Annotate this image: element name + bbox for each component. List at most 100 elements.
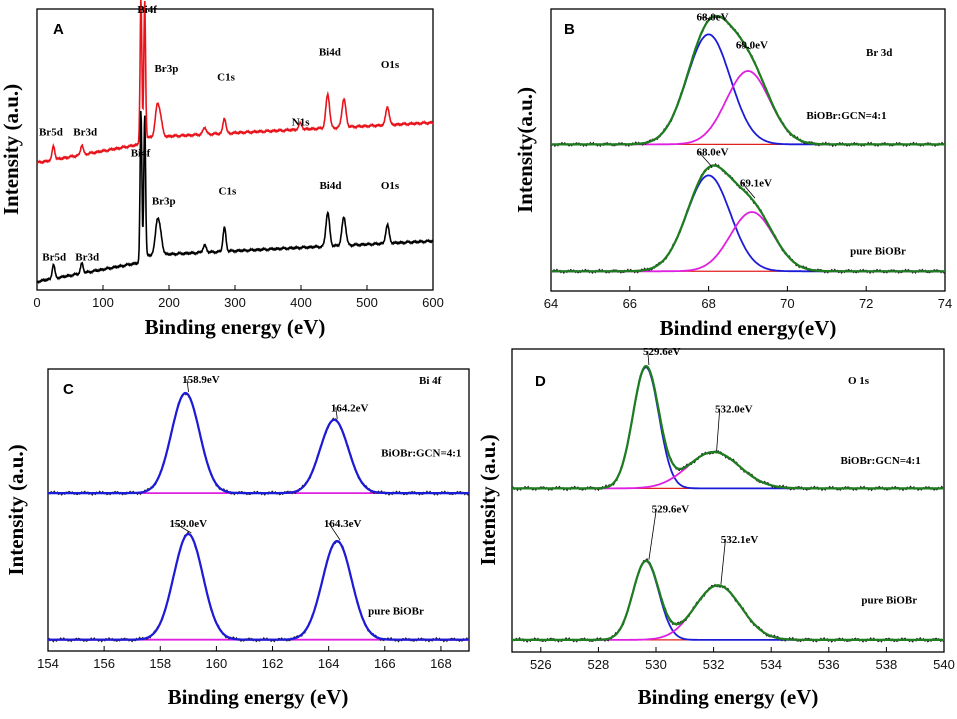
panel-a-peak-label: O1s [381,59,400,71]
panel-c-title: Bi 4f [419,375,442,387]
panel-d-leader-line [647,351,650,366]
panel-a-peak-label: Br5d [42,251,66,263]
panel-b-title: Br 3d [866,47,892,59]
panel-d-fit-component [512,584,944,641]
panel-c-bi4f-spectrum: C Bi 4f Binding energy (eV) Intensity (a… [4,368,470,709]
panel-d-xtick-label: 528 [588,657,610,672]
panel-c-label: BiOBr:GCN=4:1 [381,447,461,459]
panel-d-xtick-label: 534 [760,657,782,672]
panel-a-peak-label: O1s [381,180,400,192]
panel-a-xtick-label: 400 [290,295,312,310]
panel-b-xtick-label: 74 [938,296,952,311]
panel-d-letter: D [535,373,546,390]
panel-c-label: pure BiOBr [368,605,424,617]
panel-a-peak-label: C1s [217,72,235,84]
panel-a-peak-label: N1s [292,117,310,129]
panel-c-fit-component [48,540,469,641]
panel-b-leader-line [698,151,712,167]
panel-b-ylabel: Intensity(a.u.) [513,87,537,213]
panel-a-peak-label: Bi4f [131,148,151,160]
panel-d-label: 532.1eV [721,534,759,546]
panel-b-label: 69.0eV [736,39,768,51]
panel-b-xlabel: Bindind energy(eV) [660,316,837,340]
panel-a-xlabel: Binding energy (eV) [145,315,326,339]
panel-d-envelope [512,364,944,490]
panel-b-label: BiOBr:GCN=4:1 [806,110,886,122]
panel-a-peak-label: Br3d [75,251,99,263]
panel-a-frame [36,8,434,291]
panel-c-leader-line [335,407,338,419]
panel-d-envelope [512,559,944,641]
panel-c-leader-line [186,379,189,393]
panel-d-xtick-label: 530 [645,657,667,672]
panel-a-survey-spectrum: A Binding energy (eV) Intensity (a.u.) 0… [0,0,444,339]
panel-d-raw-data [511,365,945,492]
panel-a-xtick-label: 600 [422,295,444,310]
panel-d-o1s-spectrum: D O 1s Binding energy (eV) Intensity (a.… [476,346,955,709]
panel-b-envelope [551,164,945,273]
panel-b-label: pure BiOBr [850,245,906,257]
panel-c-leader-line [328,522,341,541]
panel-a-xtick-label: 200 [158,295,180,310]
panel-b-leader-line [737,44,752,50]
panel-d-frame [511,348,945,653]
panel-b-label: 68.0eV [697,147,729,159]
panel-c-ylabel: Intensity (a.u.) [4,444,28,575]
panel-c-fit-component [48,392,469,494]
panel-d-fit-component [512,366,944,490]
panel-d-xtick-label: 540 [933,657,955,672]
panel-b-leader-line [698,15,712,20]
panel-c-label: 158.9eV [182,374,220,386]
panel-c-envelope [48,391,469,495]
panel-d-label: BiOBr:GCN=4:1 [841,455,921,467]
panel-c-leader-line [174,522,192,534]
panel-d-label: 532.0eV [715,404,753,416]
panel-d-leader-line [648,508,657,560]
panel-c-frame [47,368,470,652]
panel-d-xtick-label: 526 [530,657,552,672]
panel-c-label: 164.2eV [331,402,369,414]
panel-a-peak-label: C1s [219,185,237,197]
panel-c-envelope [48,532,469,641]
panel-b-xtick-label: 66 [623,296,637,311]
panel-b-xtick-label: 70 [780,296,794,311]
panel-d-leader-line [720,538,726,585]
panel-b-br3d-spectrum: B Br 3d Bindind energy(eV) Intensity(a.u… [513,8,952,340]
panel-d-xtick-label: 532 [703,657,725,672]
panel-d-xlabel: Binding energy (eV) [638,685,819,709]
panel-a-xtick-label: 300 [224,295,246,310]
panel-b-fit-component [551,211,945,273]
panel-b-label: 68.0eV [697,11,729,23]
panel-c-xtick-label: 162 [262,656,284,671]
panel-a-series-pure [36,110,434,285]
panel-a-series-composite [36,0,434,165]
panel-c-raw-data [47,531,470,643]
panel-b-xtick-label: 72 [859,296,873,311]
panel-d-ylabel: Intensity (a.u.) [476,434,500,565]
panel-b-frame [550,8,946,292]
panel-c-raw-data [47,391,470,496]
panel-a-peak-label: Bi4d [319,46,341,58]
panel-a-xtick-label: 500 [356,295,378,310]
panel-a-letter: A [53,21,64,38]
panel-b-raw-data [550,15,946,148]
panel-a-peak-label: Bi4f [137,4,157,16]
panel-d-label: pure BiOBr [861,595,917,607]
panel-c-xtick-label: 166 [374,656,396,671]
panel-b-xtick-label: 64 [544,296,558,311]
panel-a-ylabel: Intensity (a.u.) [0,84,23,215]
panel-a-peak-label: Br3d [73,126,97,138]
panel-c-xtick-label: 160 [206,656,228,671]
panel-b-fit-component [551,70,945,146]
panel-b-leader-line [741,182,756,199]
panel-c-letter: C [63,381,74,398]
panel-c-fit-component [48,533,469,641]
panel-d-xtick-label: 536 [818,657,840,672]
panel-b-envelope [551,14,945,146]
panel-c-label: 164.3eV [324,518,362,530]
panel-c-xtick-label: 154 [37,656,59,671]
panel-a-peak-label: Bi4d [319,180,341,192]
panel-a-xtick-label: 100 [92,295,114,310]
panel-a-xtick-label: 0 [33,295,40,310]
